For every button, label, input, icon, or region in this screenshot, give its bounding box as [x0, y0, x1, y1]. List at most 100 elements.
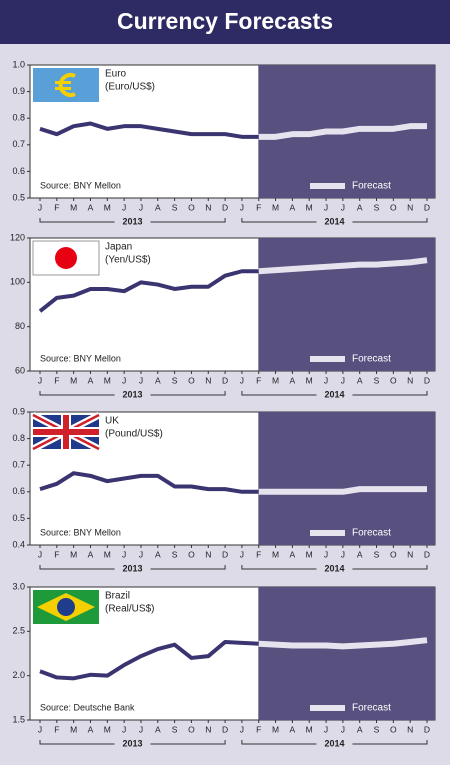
x-tick-label: S — [172, 724, 178, 734]
x-tick-label: D — [424, 549, 430, 559]
x-tick-label: A — [357, 202, 363, 212]
title-bar — [0, 0, 450, 44]
x-tick-label: M — [70, 202, 77, 212]
x-tick-label: J — [139, 202, 143, 212]
x-tick-label: M — [306, 724, 313, 734]
year-bracket — [39, 740, 226, 745]
chart-title: Euro — [105, 69, 127, 80]
y-tick-label: 0.5 — [12, 192, 25, 202]
actual-line — [39, 121, 259, 139]
x-tick-label: A — [155, 549, 161, 559]
source: Source: Deutsche Bank — [40, 702, 135, 712]
x-tick-label: F — [54, 375, 59, 385]
x-tick-label: A — [290, 375, 296, 385]
x-tick-label: J — [122, 724, 126, 734]
x-tick-label: S — [374, 724, 380, 734]
x-tick-label: A — [290, 724, 296, 734]
x-tick-label: A — [88, 202, 94, 212]
chart-title: UK — [105, 416, 119, 427]
x-tick-label: J — [139, 375, 143, 385]
x-tick-label: M — [104, 724, 111, 734]
x-tick-label: O — [390, 202, 397, 212]
forecast-line — [258, 486, 427, 495]
x-tick-label: F — [54, 549, 59, 559]
x-tick-label: O — [188, 375, 195, 385]
x-tick-label: S — [374, 375, 380, 385]
chart-subtitle: (Pound/US$) — [105, 429, 163, 440]
forecast-region — [258, 412, 435, 545]
y-tick-label: 3.0 — [12, 581, 25, 591]
x-tick-label: M — [104, 202, 111, 212]
y-tick-label: 0.7 — [12, 460, 25, 470]
year-bracket — [241, 740, 428, 745]
forecast-region — [258, 238, 435, 371]
x-tick-label: F — [256, 375, 261, 385]
legend-label: Forecast — [352, 528, 391, 539]
actual-line — [38, 269, 259, 313]
x-tick-label: D — [222, 549, 228, 559]
x-tick-label: J — [139, 549, 143, 559]
x-tick-label: J — [324, 549, 328, 559]
y-tick-label: 1.5 — [12, 714, 25, 724]
x-tick-label: M — [306, 549, 313, 559]
x-tick-label: M — [272, 549, 279, 559]
flag-symbol — [55, 81, 71, 84]
year-label: 2014 — [324, 389, 344, 399]
flag-symbol — [55, 247, 77, 269]
y-tick-label: 60 — [15, 365, 25, 375]
year-bracket — [39, 218, 226, 223]
chart-title: Japan — [105, 242, 132, 253]
x-tick-label: J — [240, 724, 244, 734]
y-tick-label: 0.6 — [12, 486, 25, 496]
x-tick-label: D — [222, 375, 228, 385]
x-tick-label: J — [324, 724, 328, 734]
year-bracket — [241, 391, 428, 396]
x-tick-label: S — [374, 202, 380, 212]
x-tick-label: D — [222, 724, 228, 734]
year-label: 2014 — [324, 738, 344, 748]
year-label: 2013 — [123, 389, 143, 399]
x-tick-label: M — [70, 549, 77, 559]
x-tick-label: J — [240, 549, 244, 559]
x-tick-label: F — [54, 724, 59, 734]
y-tick-label: 0.9 — [12, 406, 25, 416]
x-tick-label: J — [122, 375, 126, 385]
x-tick-label: A — [88, 549, 94, 559]
x-tick-label: A — [155, 202, 161, 212]
y-tick-label: 100 — [10, 277, 25, 287]
x-tick-label: D — [424, 375, 430, 385]
x-tick-label: J — [341, 375, 345, 385]
x-tick-label: F — [256, 549, 261, 559]
x-tick-label: M — [104, 375, 111, 385]
actual-line — [39, 639, 259, 681]
chart-subtitle: (Real/US$) — [105, 604, 154, 615]
y-tick-label: 0.8 — [12, 433, 25, 443]
x-tick-label: A — [88, 375, 94, 385]
x-tick-label: A — [290, 549, 296, 559]
legend-label: Forecast — [352, 703, 391, 714]
x-tick-label: N — [407, 724, 413, 734]
x-tick-label: A — [290, 202, 296, 212]
y-tick-label: 1.0 — [12, 59, 25, 69]
x-tick-label: M — [70, 724, 77, 734]
source: Source: BNY Mellon — [40, 180, 121, 190]
year-bracket — [39, 391, 226, 396]
legend-label: Forecast — [352, 181, 391, 192]
x-tick-label: O — [188, 549, 195, 559]
year-bracket — [39, 565, 226, 570]
x-tick-label: J — [341, 202, 345, 212]
x-tick-label: O — [390, 724, 397, 734]
x-tick-label: M — [306, 375, 313, 385]
chart-subtitle: (Yen/US$) — [105, 255, 151, 266]
y-tick-label: 2.0 — [12, 670, 25, 680]
x-tick-label: O — [188, 724, 195, 734]
x-tick-label: M — [306, 202, 313, 212]
forecast-line — [258, 123, 427, 140]
source: Source: BNY Mellon — [40, 527, 121, 537]
x-tick-label: F — [256, 724, 261, 734]
x-tick-label: S — [374, 549, 380, 559]
forecast-line — [258, 257, 428, 275]
flag-symbol — [58, 73, 76, 97]
x-tick-label: N — [407, 202, 413, 212]
year-label: 2013 — [123, 738, 143, 748]
